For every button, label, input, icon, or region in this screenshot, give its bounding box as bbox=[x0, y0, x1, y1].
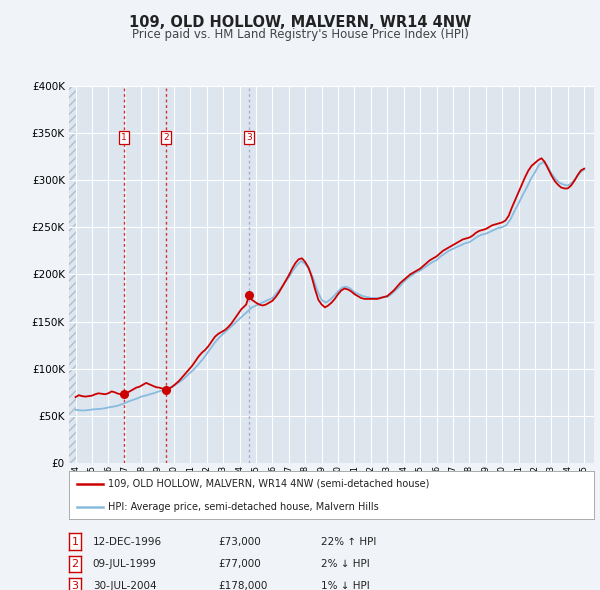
Text: 12-DEC-1996: 12-DEC-1996 bbox=[93, 537, 162, 546]
Text: HPI: Average price, semi-detached house, Malvern Hills: HPI: Average price, semi-detached house,… bbox=[109, 502, 379, 512]
Text: £178,000: £178,000 bbox=[219, 582, 268, 590]
Text: 1: 1 bbox=[121, 133, 127, 142]
Text: 30-JUL-2004: 30-JUL-2004 bbox=[93, 582, 157, 590]
Text: 22% ↑ HPI: 22% ↑ HPI bbox=[321, 537, 376, 546]
Text: £77,000: £77,000 bbox=[219, 559, 262, 569]
Text: 2: 2 bbox=[71, 559, 79, 569]
Text: 1% ↓ HPI: 1% ↓ HPI bbox=[321, 582, 370, 590]
Bar bbox=[69, 86, 76, 463]
Text: 2: 2 bbox=[163, 133, 169, 142]
Text: 109, OLD HOLLOW, MALVERN, WR14 4NW (semi-detached house): 109, OLD HOLLOW, MALVERN, WR14 4NW (semi… bbox=[109, 479, 430, 489]
Text: £73,000: £73,000 bbox=[219, 537, 262, 546]
Text: 09-JUL-1999: 09-JUL-1999 bbox=[93, 559, 157, 569]
Text: 2% ↓ HPI: 2% ↓ HPI bbox=[321, 559, 370, 569]
Text: 3: 3 bbox=[71, 582, 79, 590]
Text: 1: 1 bbox=[71, 537, 79, 546]
Text: 3: 3 bbox=[246, 133, 252, 142]
Text: 109, OLD HOLLOW, MALVERN, WR14 4NW: 109, OLD HOLLOW, MALVERN, WR14 4NW bbox=[129, 15, 471, 30]
Text: Price paid vs. HM Land Registry's House Price Index (HPI): Price paid vs. HM Land Registry's House … bbox=[131, 28, 469, 41]
